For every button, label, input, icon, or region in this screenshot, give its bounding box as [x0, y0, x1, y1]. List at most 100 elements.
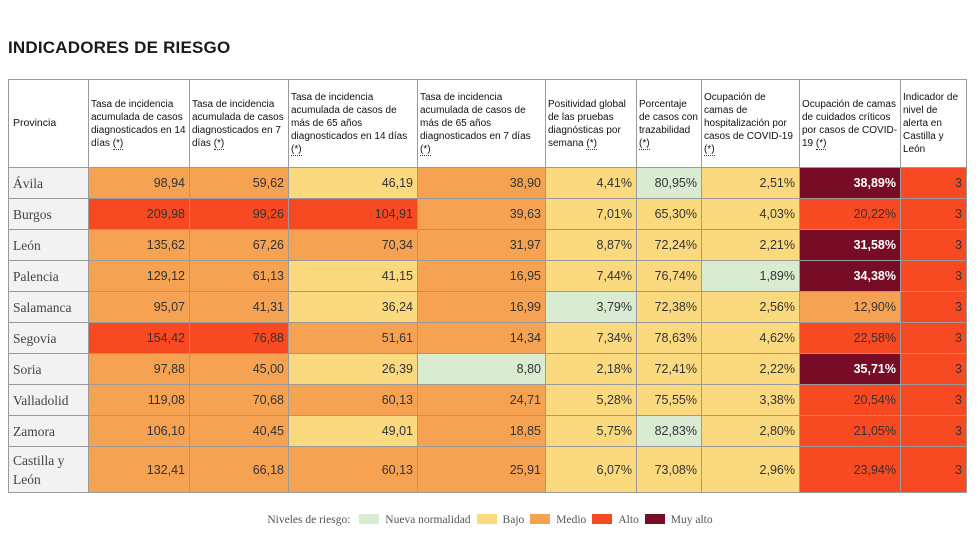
table-row: Zamora 106,10 40,45 49,01 18,85 5,75% 82,83% 2,…	[8, 415, 967, 447]
legend-swatch	[592, 514, 613, 524]
table-row: Segovia 154,42 76,88 51,61 14,34 7,34% 78,63% 4…	[8, 322, 967, 354]
footnote-marker: (*)	[420, 144, 431, 156]
column-header-label: Indicador de nivel de alerta en Castilla…	[903, 92, 959, 155]
indicator-cell: 4,62%	[701, 322, 800, 354]
indicator-cell: 75,55%	[636, 384, 702, 416]
legend-swatch	[530, 514, 551, 524]
table-row: Salamanca 95,07 41,31 36,24 16,99 3,79% 72,38%…	[8, 291, 967, 323]
column-header-6: Porcentaje de casos con trazabilidad (*)	[636, 79, 702, 168]
column-header-label: Positividad global de las pruebas diagnó…	[548, 98, 626, 149]
province-name: Palencia	[8, 260, 89, 292]
indicator-cell: 132,41	[88, 446, 190, 493]
indicator-cell: 2,80%	[701, 415, 800, 447]
indicator-cell: 3	[900, 260, 967, 292]
indicator-cell: 36,24	[288, 291, 418, 323]
indicator-cell: 1,89%	[701, 260, 800, 292]
legend-item-label: Alto	[618, 514, 639, 526]
indicator-cell: 49,01	[288, 415, 418, 447]
indicator-cell: 20,22%	[799, 198, 901, 230]
indicator-cell: 31,97	[417, 229, 546, 261]
indicator-cell: 7,01%	[545, 198, 637, 230]
indicator-cell: 45,00	[189, 353, 289, 385]
indicator-cell: 3	[900, 322, 967, 354]
indicator-cell: 3	[900, 198, 967, 230]
indicator-cell: 78,63%	[636, 322, 702, 354]
indicator-cell: 99,26	[189, 198, 289, 230]
legend-item-bajo: Bajo	[476, 514, 525, 526]
indicator-cell: 31,58%	[799, 229, 901, 261]
legend-swatch	[476, 514, 497, 524]
indicator-cell: 135,62	[88, 229, 190, 261]
indicator-cell: 7,44%	[545, 260, 637, 292]
indicator-cell: 2,22%	[701, 353, 800, 385]
column-header-label: Ocupación de camas de cuidados críticos …	[802, 98, 898, 149]
indicator-cell: 72,38%	[636, 291, 702, 323]
table-row: Palencia 129,12 61,13 41,15 16,95 7,44% 76,74%…	[8, 260, 967, 292]
indicator-cell: 24,71	[417, 384, 546, 416]
indicator-cell: 2,18%	[545, 353, 637, 385]
indicator-cell: 7,34%	[545, 322, 637, 354]
indicator-cell: 5,75%	[545, 415, 637, 447]
indicator-cell: 97,88	[88, 353, 190, 385]
province-name: Castilla y León	[8, 446, 89, 493]
indicator-cell: 3	[900, 446, 967, 493]
indicator-cell: 26,39	[288, 353, 418, 385]
indicator-cell: 3	[900, 353, 967, 385]
province-name: Zamora	[8, 415, 89, 447]
legend-item-label: Bajo	[502, 514, 525, 526]
indicator-cell: 2,21%	[701, 229, 800, 261]
indicator-cell: 8,87%	[545, 229, 637, 261]
indicator-cell: 4,03%	[701, 198, 800, 230]
footnote-marker: (*)	[291, 144, 302, 156]
indicator-cell: 3	[900, 384, 967, 416]
column-header-label: Tasa de incidencia acumulada de casos di…	[91, 98, 186, 149]
column-header-3: Tasa de incidencia acumulada de casos de…	[288, 79, 418, 168]
column-header-5: Positividad global de las pruebas diagnó…	[545, 79, 637, 168]
indicator-cell: 39,63	[417, 198, 546, 230]
indicator-cell: 4,41%	[545, 167, 637, 199]
legend-item-nueva: Nueva normalidad	[359, 514, 471, 526]
indicator-cell: 14,34	[417, 322, 546, 354]
header-row: Provincia Tasa de incidencia acumulada de…	[8, 79, 967, 168]
indicator-cell: 51,61	[288, 322, 418, 354]
legend-item-label: Medio	[556, 514, 587, 526]
indicator-cell: 61,13	[189, 260, 289, 292]
province-name: Burgos	[8, 198, 89, 230]
indicator-cell: 3,79%	[545, 291, 637, 323]
page-title: INDICADORES DE RIESGO	[8, 38, 231, 57]
indicator-cell: 22,58%	[799, 322, 901, 354]
column-header-label: Tasa de incidencia acumulada de casos di…	[192, 98, 284, 149]
indicator-cell: 76,74%	[636, 260, 702, 292]
indicator-cell: 3	[900, 415, 967, 447]
indicator-cell: 106,10	[88, 415, 190, 447]
legend-swatch	[644, 514, 665, 524]
column-header-7: Ocupación de camas de hospitalización po…	[701, 79, 800, 168]
footnote-marker: (*)	[704, 144, 715, 156]
indicator-cell: 154,42	[88, 322, 190, 354]
indicator-cell: 20,54%	[799, 384, 901, 416]
table-header: Provincia Tasa de incidencia acumulada de…	[8, 79, 967, 168]
indicator-cell: 46,19	[288, 167, 418, 199]
column-header-label: Tasa de incidencia acumulada de casos de…	[420, 92, 531, 142]
column-header-9: Indicador de nivel de alerta en Castilla…	[900, 79, 967, 168]
indicator-cell: 70,68	[189, 384, 289, 416]
indicator-cell: 16,99	[417, 291, 546, 323]
legend-item-medio: Medio	[530, 514, 586, 526]
legend-item-muy: Muy alto	[644, 514, 713, 526]
table-row: Burgos 209,98 99,26 104,91 39,63 7,01% 65,30% 4…	[8, 198, 967, 230]
indicator-cell: 98,94	[88, 167, 190, 199]
indicator-cell: 3,38%	[701, 384, 800, 416]
indicator-cell: 25,91	[417, 446, 546, 493]
indicator-cell: 95,07	[88, 291, 190, 323]
footnote-marker: (*)	[112, 137, 124, 150]
indicator-cell: 18,85	[417, 415, 546, 447]
indicator-cell: 67,26	[189, 229, 289, 261]
indicator-cell: 2,56%	[701, 291, 800, 323]
indicator-cell: 70,34	[288, 229, 418, 261]
province-name: León	[8, 229, 89, 261]
indicator-cell: 38,90	[417, 167, 546, 199]
province-name: Soria	[8, 353, 89, 385]
province-name: Ávila	[8, 167, 89, 199]
indicator-cell: 119,08	[88, 384, 190, 416]
legend-item-alto: Alto	[592, 514, 639, 526]
